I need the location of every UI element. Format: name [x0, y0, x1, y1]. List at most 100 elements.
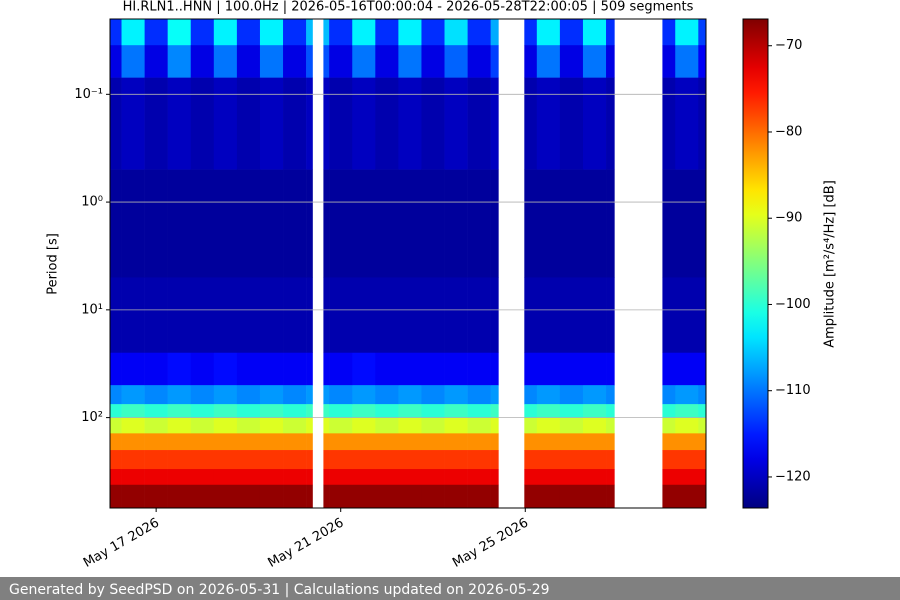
heatmap-cell [467, 169, 491, 278]
heatmap-cell [490, 484, 499, 509]
heatmap-cell [213, 45, 238, 78]
heatmap-cell [190, 385, 215, 405]
heatmap-cell [662, 450, 676, 470]
heatmap-cell [421, 45, 445, 78]
heatmap-cell [582, 45, 607, 78]
heatmap-cell [467, 385, 491, 405]
heatmap-cell [524, 433, 538, 451]
heatmap-cell [110, 484, 122, 509]
heatmap-cell [121, 169, 145, 278]
heatmap-cell [536, 450, 561, 470]
heatmap-cell [306, 385, 313, 405]
heatmap-cell [467, 417, 491, 434]
heatmap-cell [329, 450, 353, 470]
heatmap-cell [121, 404, 145, 418]
heatmap-cell [490, 45, 499, 78]
heatmap-cell [421, 385, 445, 405]
heatmap-cell [167, 352, 192, 386]
heatmap-cell [662, 45, 676, 78]
heatmap-cell [698, 352, 707, 386]
heatmap-cell [490, 169, 499, 278]
heatmap-cell [352, 169, 376, 278]
heatmap-cell [323, 417, 330, 434]
heatmap-cell [283, 77, 307, 170]
heatmap-cell [306, 450, 313, 470]
heatmap-cell [213, 404, 238, 418]
heatmap-cell [121, 385, 145, 405]
heatmap-cell [121, 19, 145, 46]
heatmap-cell [306, 404, 313, 418]
heatmap-cell [421, 19, 445, 46]
heatmap-cell [323, 45, 330, 78]
heatmap-cell [329, 404, 353, 418]
heatmap-cell [167, 484, 192, 509]
heatmap-cell [144, 385, 168, 405]
colorbar-tick-label: −70 [775, 38, 802, 53]
heatmap-cell [306, 19, 313, 46]
heatmap-cell [375, 352, 399, 386]
heatmap-cell [110, 417, 122, 434]
heatmap-cell [675, 469, 699, 486]
heatmap-cell [490, 277, 499, 354]
heatmap-cell [190, 45, 215, 78]
plot-frame [109, 18, 707, 509]
heatmap-cell [213, 385, 238, 405]
heatmap-cell [662, 433, 676, 451]
heatmap-cell [190, 19, 215, 46]
heatmap-cell [398, 450, 422, 470]
heatmap-cell [190, 404, 215, 418]
heatmap-cell [306, 433, 313, 451]
heatmap-cell [306, 352, 313, 386]
heatmap-cell [536, 77, 561, 170]
heatmap-cell [213, 352, 238, 386]
heatmap-cell [167, 277, 192, 354]
heatmap-cell [306, 469, 313, 486]
heatmap-cell [606, 169, 615, 278]
heatmap-cell [283, 484, 307, 509]
heatmap-cell [375, 77, 399, 170]
heatmap-cell [236, 484, 261, 509]
heatmap-cell [559, 385, 584, 405]
heatmap-cell [606, 352, 615, 386]
heatmap-cell [536, 169, 561, 278]
heatmap-cell [582, 417, 607, 434]
heatmap-cell [675, 277, 699, 354]
heatmap-cell [283, 450, 307, 470]
heatmap-cell [283, 169, 307, 278]
heatmap-cell [144, 77, 168, 170]
heatmap-cell [306, 169, 313, 278]
heatmap-cell [213, 417, 238, 434]
heatmap-cell [467, 404, 491, 418]
heatmap-cell [524, 469, 538, 486]
heatmap-cell [144, 352, 168, 386]
heatmap-cell [144, 469, 168, 486]
colorbar-label: Amplitude [m²/s⁴/Hz] [dB] [823, 180, 838, 348]
heatmap-cell [675, 19, 699, 46]
heatmap-cell [398, 277, 422, 354]
heatmap-cell [444, 385, 468, 405]
heatmap-cell [190, 277, 215, 354]
heatmap-cell [698, 169, 707, 278]
heatmap-cell [524, 417, 538, 434]
heatmap-cell [323, 277, 330, 354]
heatmap-cell [559, 169, 584, 278]
heatmap-cell [167, 417, 192, 434]
heatmap-cell [375, 484, 399, 509]
heatmap-cell [375, 433, 399, 451]
x-tick-label: May 17 2026 [81, 516, 162, 571]
heatmap-cell [490, 77, 499, 170]
heatmap-cell [467, 450, 491, 470]
heatmap-cell [213, 77, 238, 170]
heatmap-cell [398, 45, 422, 78]
heatmap-cell [259, 352, 284, 386]
colorbar [742, 18, 769, 509]
heatmap-cell [559, 45, 584, 78]
heatmap-cell [559, 450, 584, 470]
heatmap-cell [375, 45, 399, 78]
heatmap-cell [490, 469, 499, 486]
heatmap-cell [698, 484, 707, 509]
heatmap-cell [167, 385, 192, 405]
heatmap-cell [398, 417, 422, 434]
heatmap-cell [524, 169, 538, 278]
heatmap-cell [352, 404, 376, 418]
